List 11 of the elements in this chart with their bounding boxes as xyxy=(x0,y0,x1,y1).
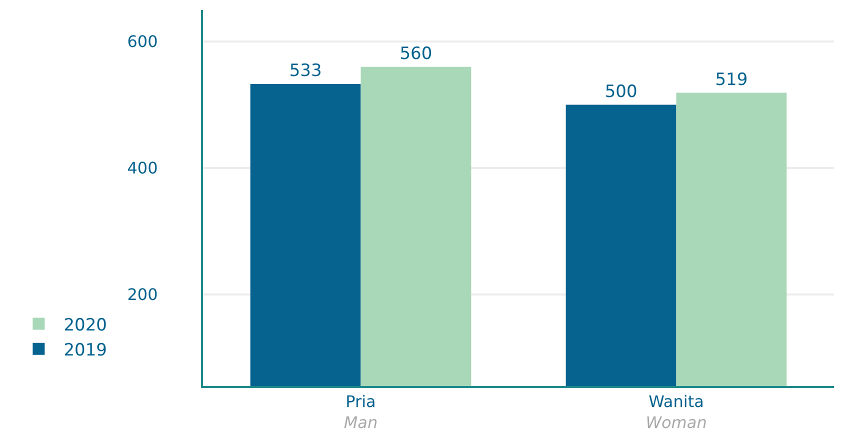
legend-label: 2020 xyxy=(64,315,107,336)
y-tick-label: 200 xyxy=(127,284,158,304)
data-label: 533 xyxy=(289,60,322,81)
y-tick-label: 600 xyxy=(127,32,158,52)
y-tick-label: 400 xyxy=(127,158,158,178)
x-tick-label: Wanita Woman xyxy=(646,392,707,432)
data-label: 519 xyxy=(715,70,748,90)
data-label: 560 xyxy=(400,44,432,64)
x-tick-label: Pria Man xyxy=(344,392,378,432)
legend-label: 2019 xyxy=(64,340,107,360)
data-label: 500 xyxy=(604,82,638,102)
